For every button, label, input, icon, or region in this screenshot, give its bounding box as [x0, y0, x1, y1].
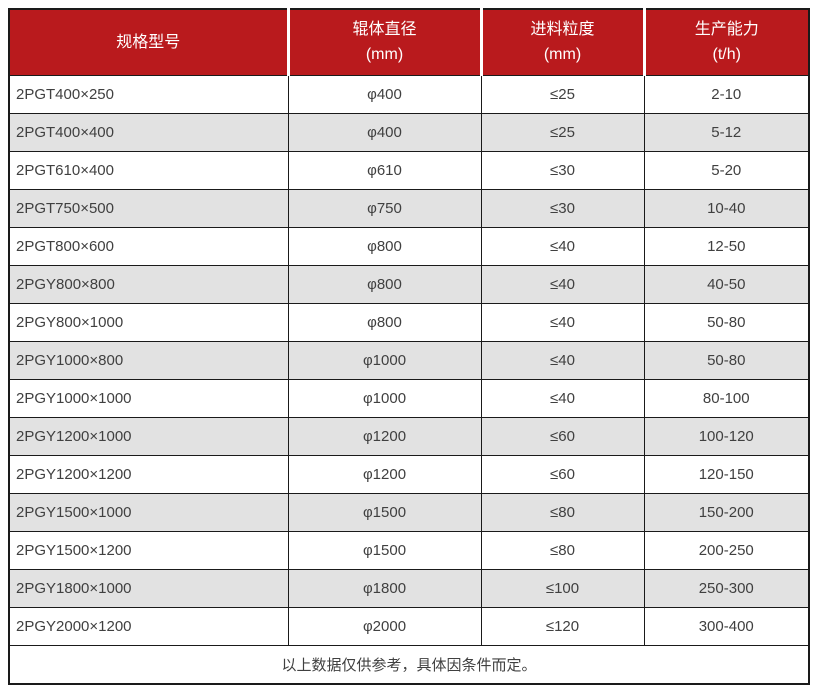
table-row: 2PGY1500×1000 φ1500 ≤80 150-200: [8, 493, 810, 532]
feed-size-cell: ≤60: [480, 417, 645, 456]
table-row: 2PGY1500×1200 φ1500 ≤80 200-250: [8, 531, 810, 570]
model-cell: 2PGY1500×1000: [8, 493, 289, 532]
diameter-cell: φ750: [287, 189, 482, 228]
header-capacity-title: 生产能力: [694, 21, 759, 38]
feed-size-cell: ≤40: [480, 227, 645, 266]
capacity-cell: 250-300: [643, 569, 810, 608]
table-row: 2PGY800×1000 φ800 ≤40 50-80: [8, 303, 810, 342]
capacity-cell: 12-50: [643, 227, 810, 266]
diameter-cell: φ1500: [287, 531, 482, 570]
feed-size-cell: ≤60: [480, 455, 645, 494]
header-diameter-title: 辊体直径: [352, 21, 417, 38]
feed-size-cell: ≤40: [480, 303, 645, 342]
table-row: 2PGY1200×1200 φ1200 ≤60 120-150: [8, 455, 810, 494]
header-row: 规格型号 辊体直径 (mm) 进料粒度 (mm): [9, 9, 809, 76]
model-cell: 2PGT750×500: [8, 189, 289, 228]
model-cell: 2PGY1200×1000: [8, 417, 289, 456]
table-row: 2PGY800×800 φ800 ≤40 40-50: [8, 265, 810, 304]
model-cell: 2PGT400×400: [8, 113, 289, 152]
feed-size-cell: ≤40: [480, 265, 645, 304]
feed-size-cell: ≤25: [480, 75, 645, 114]
capacity-cell: 50-80: [643, 303, 810, 342]
table-row: 2PGY1000×800 φ1000 ≤40 50-80: [8, 341, 810, 380]
spec-table: 规格型号 辊体直径 (mm) 进料粒度 (mm): [8, 8, 810, 685]
header-cell-capacity: 生产能力 (t/h): [642, 9, 809, 76]
table-row: 2PGT750×500 φ750 ≤30 10-40: [8, 189, 810, 228]
capacity-cell: 100-120: [643, 417, 810, 456]
diameter-cell: φ400: [287, 75, 482, 114]
capacity-cell: 80-100: [643, 379, 810, 418]
header-feed-title: 进料粒度: [530, 21, 595, 38]
diameter-cell: φ610: [287, 151, 482, 190]
header-cell-diameter: 辊体直径 (mm): [286, 9, 481, 76]
feed-size-cell: ≤30: [480, 189, 645, 228]
feed-size-cell: ≤25: [480, 113, 645, 152]
header-cell-model: 规格型号: [9, 9, 288, 76]
capacity-cell: 40-50: [643, 265, 810, 304]
model-cell: 2PGY800×1000: [8, 303, 289, 342]
capacity-cell: 200-250: [643, 531, 810, 570]
table-row: 2PGT400×250 φ400 ≤25 2-10: [8, 75, 810, 114]
table-row: 2PGY1800×1000 φ1800 ≤100 250-300: [8, 569, 810, 608]
capacity-cell: 120-150: [643, 455, 810, 494]
feed-size-cell: ≤80: [480, 493, 645, 532]
header-feed-unit: (mm): [543, 46, 582, 63]
footer-note: 以上数据仅供参考，具体因条件而定。: [8, 645, 810, 684]
table-row: 2PGY1200×1000 φ1200 ≤60 100-120: [8, 417, 810, 456]
header-capacity-unit: (t/h): [712, 46, 741, 63]
diameter-cell: φ1500: [287, 493, 482, 532]
model-cell: 2PGY1800×1000: [8, 569, 289, 608]
model-cell: 2PGY1500×1200: [8, 531, 289, 570]
model-cell: 2PGY1200×1200: [8, 455, 289, 494]
diameter-cell: φ400: [287, 113, 482, 152]
table-row: 2PGY1000×1000 φ1000 ≤40 80-100: [8, 379, 810, 418]
feed-size-cell: ≤30: [480, 151, 645, 190]
table-row: 2PGY2000×1200 φ2000 ≤120 300-400: [8, 607, 810, 646]
table-row: 2PGT800×600 φ800 ≤40 12-50: [8, 227, 810, 266]
diameter-cell: φ2000: [287, 607, 482, 646]
diameter-cell: φ800: [287, 227, 482, 266]
model-cell: 2PGT800×600: [8, 227, 289, 266]
model-cell: 2PGT610×400: [8, 151, 289, 190]
header-diameter-unit: (mm): [365, 46, 404, 63]
feed-size-cell: ≤120: [480, 607, 645, 646]
capacity-cell: 5-20: [643, 151, 810, 190]
model-cell: 2PGY1000×800: [8, 341, 289, 380]
capacity-cell: 10-40: [643, 189, 810, 228]
diameter-cell: φ1000: [287, 379, 482, 418]
header-model-title: 规格型号: [116, 33, 181, 51]
feed-size-cell: ≤80: [480, 531, 645, 570]
capacity-cell: 300-400: [643, 607, 810, 646]
capacity-cell: 5-12: [643, 113, 810, 152]
capacity-cell: 150-200: [643, 493, 810, 532]
table-row: 2PGT610×400 φ610 ≤30 5-20: [8, 151, 810, 190]
header-cell-feed: 进料粒度 (mm): [479, 9, 644, 76]
feed-size-cell: ≤100: [480, 569, 645, 608]
capacity-cell: 50-80: [643, 341, 810, 380]
capacity-cell: 2-10: [643, 75, 810, 114]
footer-row: 以上数据仅供参考，具体因条件而定。: [8, 645, 810, 684]
diameter-cell: φ800: [287, 265, 482, 304]
model-cell: 2PGY800×800: [8, 265, 289, 304]
table-row: 2PGT400×400 φ400 ≤25 5-12: [8, 113, 810, 152]
model-cell: 2PGT400×250: [8, 75, 289, 114]
diameter-cell: φ1800: [287, 569, 482, 608]
feed-size-cell: ≤40: [480, 379, 645, 418]
diameter-cell: φ1000: [287, 341, 482, 380]
diameter-cell: φ800: [287, 303, 482, 342]
diameter-cell: φ1200: [287, 455, 482, 494]
diameter-cell: φ1200: [287, 417, 482, 456]
model-cell: 2PGY1000×1000: [8, 379, 289, 418]
model-cell: 2PGY2000×1200: [8, 607, 289, 646]
feed-size-cell: ≤40: [480, 341, 645, 380]
